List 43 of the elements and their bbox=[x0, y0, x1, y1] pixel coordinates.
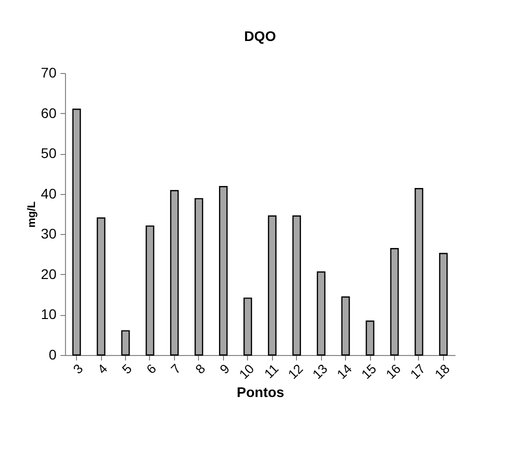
bar bbox=[292, 215, 301, 356]
chart-title: DQO bbox=[244, 28, 276, 44]
x-tick-label: 8 bbox=[192, 361, 208, 377]
bar bbox=[219, 186, 228, 356]
bar bbox=[170, 190, 179, 356]
bar bbox=[72, 108, 81, 356]
x-tick-label: 9 bbox=[216, 361, 233, 377]
y-tick-label: 60 bbox=[40, 104, 57, 121]
y-tick-label: 50 bbox=[40, 145, 57, 162]
bar bbox=[414, 188, 424, 356]
x-tick-label: 17 bbox=[407, 361, 428, 382]
bar bbox=[243, 298, 252, 356]
x-tick-label: 4 bbox=[94, 361, 110, 377]
x-tick-label: 6 bbox=[143, 361, 160, 377]
x-tick-label: 13 bbox=[309, 361, 330, 382]
bar bbox=[439, 252, 448, 356]
x-tick-label: 3 bbox=[70, 361, 86, 377]
bar bbox=[96, 217, 106, 356]
bar bbox=[366, 320, 374, 356]
bar bbox=[390, 248, 399, 356]
bar bbox=[121, 330, 130, 356]
x-tick-label: 10 bbox=[236, 361, 257, 382]
y-tick-label: 20 bbox=[40, 266, 57, 282]
bar bbox=[316, 271, 326, 356]
x-tick-label: 14 bbox=[334, 361, 355, 382]
x-axis-title: Pontos bbox=[236, 384, 284, 400]
x-tick-label: 7 bbox=[168, 361, 184, 377]
x-tick-label: 15 bbox=[358, 361, 380, 382]
y-tick-label: 70 bbox=[40, 64, 57, 80]
y-tick-label: 30 bbox=[40, 226, 57, 242]
y-tick-label: 0 bbox=[48, 346, 57, 362]
x-tick-label: 5 bbox=[118, 361, 135, 377]
y-tick-label: 40 bbox=[40, 185, 57, 202]
x-tick-label: 11 bbox=[261, 361, 282, 382]
bar bbox=[341, 296, 350, 356]
x-tick-label: 18 bbox=[432, 361, 453, 382]
x-tick-label: 12 bbox=[285, 361, 306, 382]
bar bbox=[268, 215, 277, 356]
bar bbox=[146, 225, 154, 356]
x-tick-label: 16 bbox=[382, 361, 404, 382]
y-tick-label: 10 bbox=[40, 306, 57, 322]
y-axis-title: mg/L bbox=[26, 201, 38, 228]
bar bbox=[194, 198, 204, 356]
